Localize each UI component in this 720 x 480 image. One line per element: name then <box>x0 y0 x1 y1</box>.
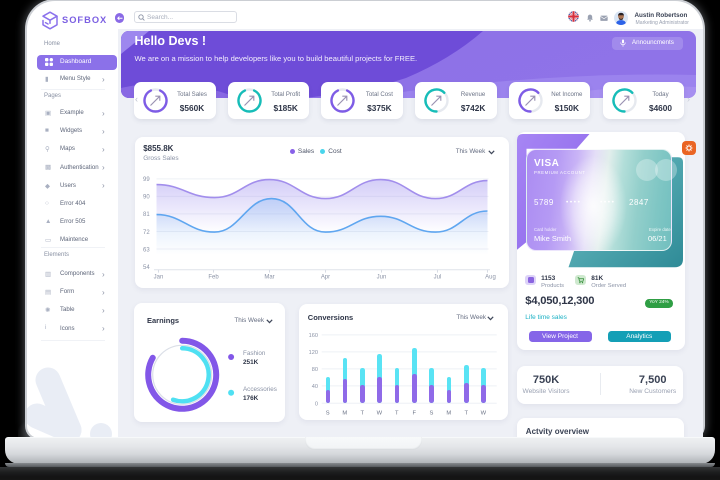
svg-text:Jul: Jul <box>433 275 441 281</box>
svg-text:T: T <box>465 410 469 416</box>
svg-text:W: W <box>481 410 487 416</box>
svg-text:Apr: Apr <box>320 275 329 281</box>
svg-text:T: T <box>361 410 365 416</box>
svg-text:Jan: Jan <box>153 275 163 281</box>
svg-text:F: F <box>413 410 417 416</box>
svg-text:160: 160 <box>309 333 318 339</box>
svg-text:80: 80 <box>312 367 318 373</box>
svg-text:54: 54 <box>143 265 150 271</box>
svg-text:S: S <box>326 410 330 416</box>
svg-text:Mar: Mar <box>264 275 274 281</box>
svg-text:T: T <box>395 410 399 416</box>
svg-text:120: 120 <box>309 350 318 356</box>
svg-text:40: 40 <box>312 384 318 390</box>
svg-text:Aug: Aug <box>485 275 496 281</box>
svg-text:72: 72 <box>143 230 150 236</box>
svg-text:63: 63 <box>143 248 150 254</box>
svg-text:M: M <box>343 410 348 416</box>
svg-text:Jun: Jun <box>376 275 386 281</box>
svg-text:S: S <box>430 410 434 416</box>
svg-text:W: W <box>377 410 383 416</box>
svg-text:90: 90 <box>143 195 150 201</box>
svg-text:M: M <box>447 410 452 416</box>
svg-text:0: 0 <box>315 401 318 407</box>
svg-text:Feb: Feb <box>208 275 219 281</box>
svg-text:81: 81 <box>143 213 150 219</box>
svg-text:99: 99 <box>143 178 150 184</box>
